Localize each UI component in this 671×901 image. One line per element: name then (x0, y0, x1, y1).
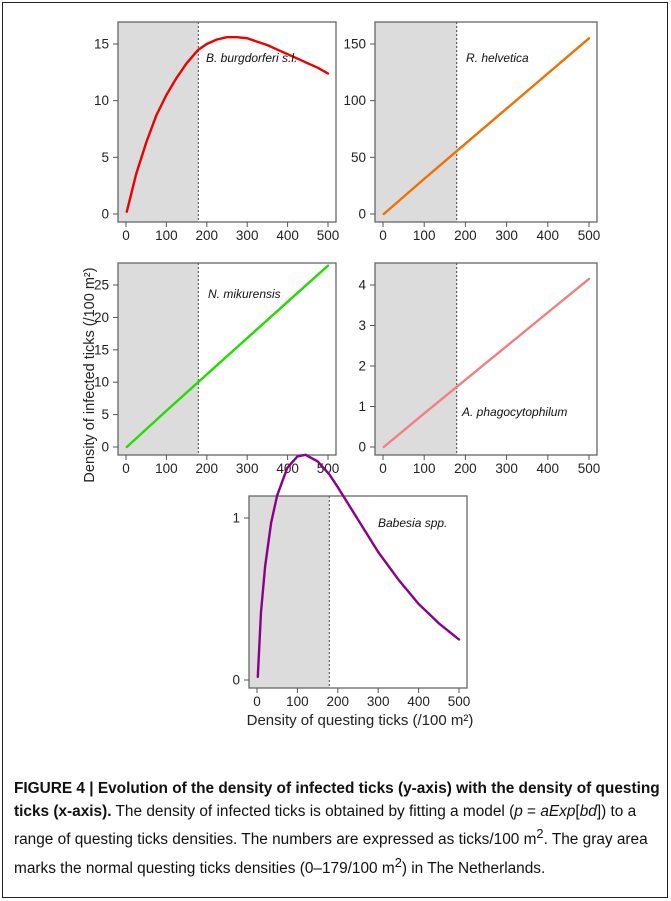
babesia-ytick-label: 1 (232, 511, 240, 526)
bburgdorferi-ytick-label: 0 (101, 207, 109, 222)
bburgdorferi-ytick-label: 15 (94, 37, 109, 52)
nmikurensis-xtick-label: 300 (236, 461, 259, 476)
babesia-ytick-label: 0 (232, 673, 240, 688)
aphagocytophilum-ytick-label: 3 (358, 318, 366, 333)
rhelvetica-xtick-label: 400 (537, 228, 560, 243)
bburgdorferi-ytick-label: 10 (94, 93, 109, 108)
nmikurensis-ytick-label: 0 (101, 440, 109, 455)
nmikurensis-ytick-label: 25 (94, 278, 109, 293)
aphagocytophilum-xtick-label: 500 (578, 461, 601, 476)
bburgdorferi-xtick-label: 500 (317, 228, 340, 243)
aphagocytophilum-annotation: A. phagocytophilum (461, 405, 567, 419)
aphagocytophilum-ytick-label: 0 (358, 440, 366, 455)
rhelvetica-xtick-label: 500 (578, 228, 601, 243)
nmikurensis-ytick-label: 15 (94, 342, 109, 357)
bburgdorferi-xtick-label: 0 (122, 228, 130, 243)
babesia-xtick-label: 500 (448, 694, 471, 709)
caption-text: The density of infected ticks is obtaine… (14, 802, 648, 877)
rhelvetica-plot-frame (374, 21, 598, 223)
aphagocytophilum-ytick-label: 2 (358, 359, 366, 374)
nmikurensis-annotation: N. mikurensis (208, 287, 281, 301)
babesia-shaded-region (249, 496, 330, 688)
aphagocytophilum-series-line (382, 277, 591, 449)
nmikurensis-series-line (125, 264, 330, 449)
babesia-xtick-label: 300 (367, 694, 390, 709)
bburgdorferi-xtick-label: 100 (155, 228, 178, 243)
bburgdorferi-annotation: B. burgdorferi s.l. (206, 51, 297, 65)
aphagocytophilum-ytick-label: 4 (358, 278, 366, 293)
babesia-xtick-label: 200 (327, 694, 350, 709)
bburgdorferi-plot-frame (117, 21, 337, 223)
bburgdorferi-shaded-region (118, 22, 199, 222)
aphagocytophilum-xtick-label: 0 (379, 461, 387, 476)
rhelvetica-ytick-label: 50 (351, 150, 366, 165)
nmikurensis-xtick-label: 500 (317, 461, 340, 476)
aphagocytophilum-shaded-region (375, 263, 457, 455)
babesia-plot-frame (248, 495, 468, 689)
rhelvetica-xtick-label: 0 (379, 228, 387, 243)
aphagocytophilum-xtick-label: 300 (495, 461, 518, 476)
babesia-xtick-label: 100 (286, 694, 309, 709)
rhelvetica-ytick-label: 0 (358, 207, 366, 222)
nmikurensis-ytick-label: 20 (94, 310, 109, 325)
bburgdorferi-series-line (125, 36, 330, 213)
rhelvetica-ytick-label: 100 (343, 93, 366, 108)
aphagocytophilum-xtick-label: 200 (454, 461, 477, 476)
bburgdorferi-xtick-label: 300 (236, 228, 259, 243)
bburgdorferi-ytick-label: 5 (101, 150, 109, 165)
aphagocytophilum-xtick-label: 400 (537, 461, 560, 476)
aphagocytophilum-plot-frame (374, 262, 598, 456)
rhelvetica-xtick-label: 300 (495, 228, 518, 243)
rhelvetica-xtick-label: 100 (413, 228, 436, 243)
nmikurensis-ytick-label: 5 (101, 407, 109, 422)
nmikurensis-xtick-label: 200 (196, 461, 219, 476)
babesia-annotation: Babesia spp. (378, 516, 447, 530)
nmikurensis-xtick-label: 0 (122, 461, 130, 476)
rhelvetica-series-line (382, 37, 591, 216)
rhelvetica-xtick-label: 200 (454, 228, 477, 243)
shared-y-axis-label: Density of infected ticks (/100 m²) (82, 267, 98, 482)
bburgdorferi-xtick-label: 200 (196, 228, 219, 243)
nmikurensis-ytick-label: 10 (94, 375, 109, 390)
babesia-xtick-label: 0 (253, 694, 261, 709)
bburgdorferi-xtick-label: 400 (276, 228, 299, 243)
figure-charts: Density of infected ticks (/100 m²) Dens… (82, 21, 601, 729)
babesia-xtick-label: 400 (407, 694, 430, 709)
nmikurensis-plot-frame (117, 262, 337, 456)
aphagocytophilum-ytick-label: 1 (358, 399, 366, 414)
figure-caption: FIGURE 4 | Evolution of the density of i… (14, 778, 662, 880)
babesia-series-line (256, 453, 461, 678)
nmikurensis-xtick-label: 100 (155, 461, 178, 476)
rhelvetica-shaded-region (375, 22, 457, 222)
rhelvetica-ytick-label: 150 (343, 37, 366, 52)
shared-x-axis-label: Density of questing ticks (/100 m²) (247, 712, 474, 729)
caption-title: FIGURE 4 | Evolution of the density of i… (14, 780, 660, 820)
aphagocytophilum-xtick-label: 100 (413, 461, 436, 476)
nmikurensis-shaded-region (118, 263, 199, 455)
rhelvetica-annotation: R. helvetica (466, 51, 529, 65)
